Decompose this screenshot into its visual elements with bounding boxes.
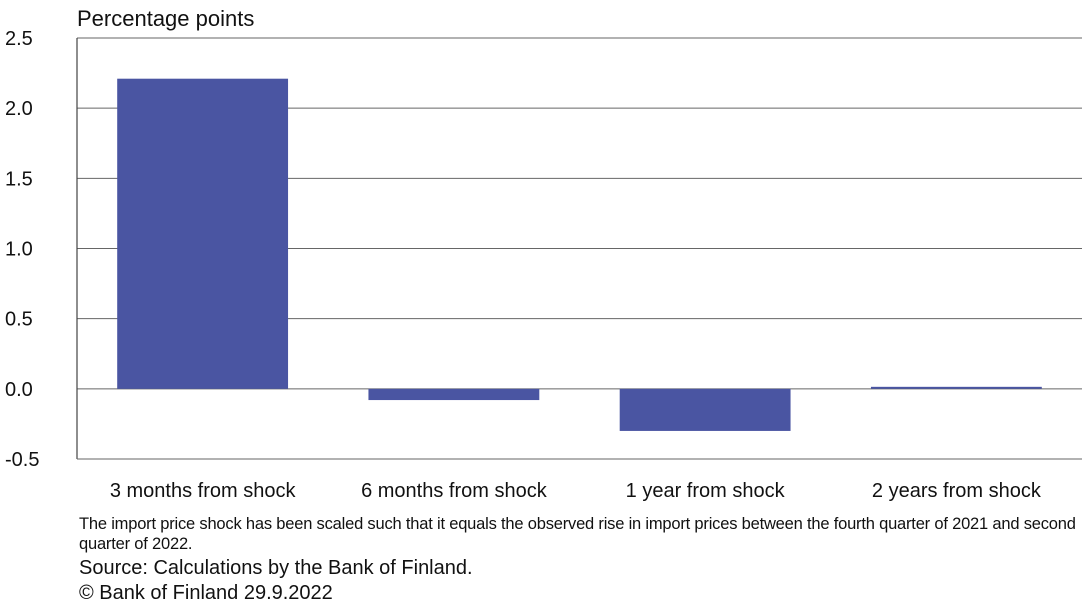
y-tick-label: 1.0	[5, 239, 33, 261]
y-tick-label: 0.5	[5, 309, 33, 331]
y-tick-label: 2.0	[5, 98, 33, 120]
x-category-label: 6 months from shock	[361, 480, 548, 502]
chart-notes: The import price shock has been scaled s…	[79, 514, 1089, 606]
y-tick-label: 0.0	[5, 379, 33, 401]
y-axis-title: Percentage points	[77, 6, 255, 31]
scaling-note: The import price shock has been scaled s…	[79, 515, 1076, 553]
bar	[368, 388, 540, 401]
y-tick-label: -0.5	[5, 449, 39, 471]
x-category-label: 2 years from shock	[872, 480, 1042, 502]
y-tick-label: 2.5	[5, 28, 33, 50]
bar-chart: 2.5 2.0 1.5 1.0 0.5 0.0 -0.5 3 months from shoc…	[5, 28, 1082, 502]
y-tick-label: 1.5	[5, 168, 33, 190]
x-category-label: 1 year from shock	[626, 480, 786, 502]
bar	[870, 386, 1042, 389]
source-note: Source: Calculations by the Bank of Finl…	[79, 557, 473, 579]
bar	[619, 388, 791, 431]
copyright-note: © Bank of Finland 29.9.2022	[79, 582, 333, 604]
x-category-label: 3 months from shock	[110, 480, 297, 502]
bar	[117, 78, 289, 389]
